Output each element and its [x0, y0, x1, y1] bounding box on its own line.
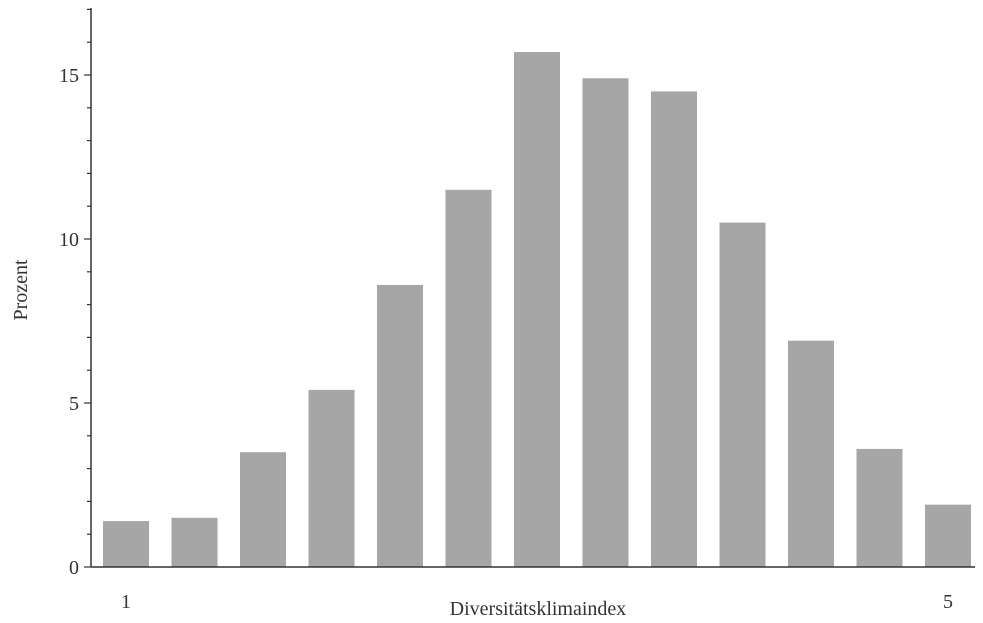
bar-11	[788, 340, 834, 567]
bar-12	[856, 448, 903, 567]
bar-2	[171, 517, 218, 567]
bar-6	[445, 189, 492, 568]
x-tick-label-last: 5	[943, 591, 953, 613]
y-tick-label: 10	[59, 229, 79, 251]
y-tick-label: 5	[69, 393, 79, 415]
bar-9	[651, 91, 697, 568]
bar-8	[582, 78, 629, 567]
bar-3	[240, 452, 286, 567]
bar-13	[925, 504, 971, 567]
y-tick-labels: 0 5 10 15	[59, 65, 79, 579]
bar-1	[103, 521, 149, 567]
bars	[103, 52, 971, 568]
x-axis-title: Diversitätsklimaindex	[450, 598, 627, 620]
y-tick-label: 15	[59, 65, 79, 87]
bar-10	[719, 222, 766, 567]
bar-7	[514, 52, 560, 568]
y-tick-label: 0	[69, 557, 79, 579]
bar-4	[308, 389, 355, 567]
y-axis-ticks	[84, 8, 91, 568]
x-tick-label-first: 1	[121, 591, 131, 613]
y-axis-title: Prozent	[10, 259, 32, 321]
bar-5	[377, 284, 423, 567]
